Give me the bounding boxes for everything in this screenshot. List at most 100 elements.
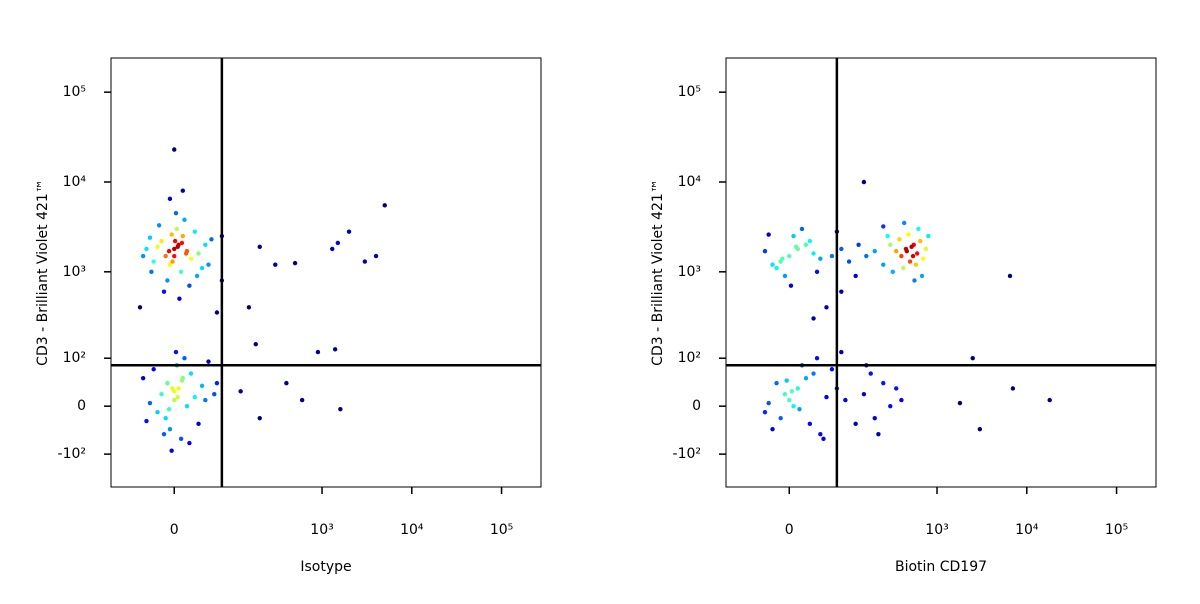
event-dot (782, 273, 788, 279)
event-dot (839, 246, 844, 252)
event-dot (885, 233, 890, 239)
event-dot (315, 349, 321, 355)
event-dot (166, 407, 172, 412)
event-dot (183, 251, 189, 256)
event-dot (888, 403, 893, 409)
event-dot (167, 426, 173, 432)
event-dot (824, 305, 829, 310)
event-dot (169, 448, 174, 453)
event-dot (170, 259, 175, 264)
plot-frame (110, 57, 542, 488)
event-dot (811, 316, 816, 321)
event-dot (167, 262, 173, 267)
x-tick-label: 0 (170, 522, 179, 538)
event-dot (899, 253, 904, 259)
event-dot (920, 256, 926, 261)
event-dot (899, 397, 904, 403)
event-dot (797, 407, 802, 412)
y-tick-label: -10² (673, 446, 701, 462)
event-dot (774, 265, 779, 271)
event-dot (179, 378, 185, 383)
event-dot (140, 375, 146, 381)
event-dot (203, 397, 208, 403)
event-dot (814, 356, 820, 361)
event-dot (1007, 273, 1013, 279)
event-dot (839, 289, 844, 294)
event-dot (829, 253, 835, 259)
event-dot (782, 391, 788, 397)
event-dot (977, 426, 983, 432)
event-dot (196, 251, 201, 256)
event-dot (199, 265, 205, 271)
event-dot (161, 289, 167, 294)
event-dot (362, 259, 368, 264)
event-dot (907, 259, 913, 264)
event-dot (172, 147, 177, 152)
event-dot (799, 226, 805, 232)
event-dot (807, 421, 813, 427)
event-dot (881, 380, 886, 386)
event-dot (187, 283, 192, 288)
event-dot (902, 220, 907, 226)
event-dot (156, 223, 162, 228)
event-dot (909, 244, 914, 249)
event-dot (839, 349, 844, 355)
event-dot (890, 269, 895, 275)
event-dot (199, 383, 205, 388)
x-axis-label: Isotype (300, 559, 351, 575)
event-dot (187, 440, 192, 446)
event-dot (292, 260, 298, 266)
event-dot (803, 242, 809, 247)
event-dot (253, 342, 258, 347)
event-dot (803, 375, 809, 381)
event-dot (872, 415, 877, 421)
plot-panel: 0 10³ 10⁴ 10⁵ -10² 0 10² 10³ 10⁴ 10⁵ Biotin CD197 C… (650, 57, 1157, 575)
plot-frame (725, 57, 1157, 488)
event-dot (784, 378, 789, 383)
event-dot (273, 262, 278, 267)
y-tick-label: 10² (678, 350, 701, 366)
event-dot (853, 421, 858, 427)
y-tick-label: 10² (63, 350, 86, 366)
event-dot (196, 421, 201, 427)
event-dot (163, 253, 168, 259)
event-dot (284, 380, 289, 386)
event-dot (257, 244, 262, 249)
event-dot (257, 415, 262, 421)
event-dot (179, 240, 185, 246)
event-dot (176, 386, 181, 391)
event-dot (373, 253, 379, 259)
event-dot (913, 262, 919, 267)
event-dot (814, 269, 820, 275)
event-dot (780, 256, 785, 261)
x-tick-label: 10³ (310, 522, 333, 538)
y-tick-label: 10⁴ (63, 174, 87, 190)
event-dot (151, 367, 156, 372)
event-dot (192, 394, 198, 400)
x-tick-label: 10⁵ (1105, 522, 1128, 538)
event-dot (881, 224, 886, 229)
event-dot (346, 229, 352, 234)
event-dot (876, 431, 881, 437)
event-dot (957, 400, 963, 406)
event-dot (144, 418, 149, 424)
y-tick-label: 10³ (678, 264, 701, 280)
event-dot (818, 256, 823, 261)
event-dot (872, 248, 877, 254)
event-dot (811, 251, 816, 256)
event-dot (332, 347, 338, 352)
event-dot (791, 233, 796, 239)
event-dot (338, 407, 343, 412)
event-dot (166, 248, 172, 254)
event-dot (912, 278, 917, 283)
event-dot (137, 305, 143, 310)
event-dot (140, 253, 146, 259)
event-dot (807, 238, 813, 244)
event-dot (795, 386, 801, 391)
y-tick-label: -10² (58, 446, 86, 462)
event-dot (212, 391, 217, 397)
event-dot (175, 244, 180, 249)
event-dot (906, 232, 911, 237)
